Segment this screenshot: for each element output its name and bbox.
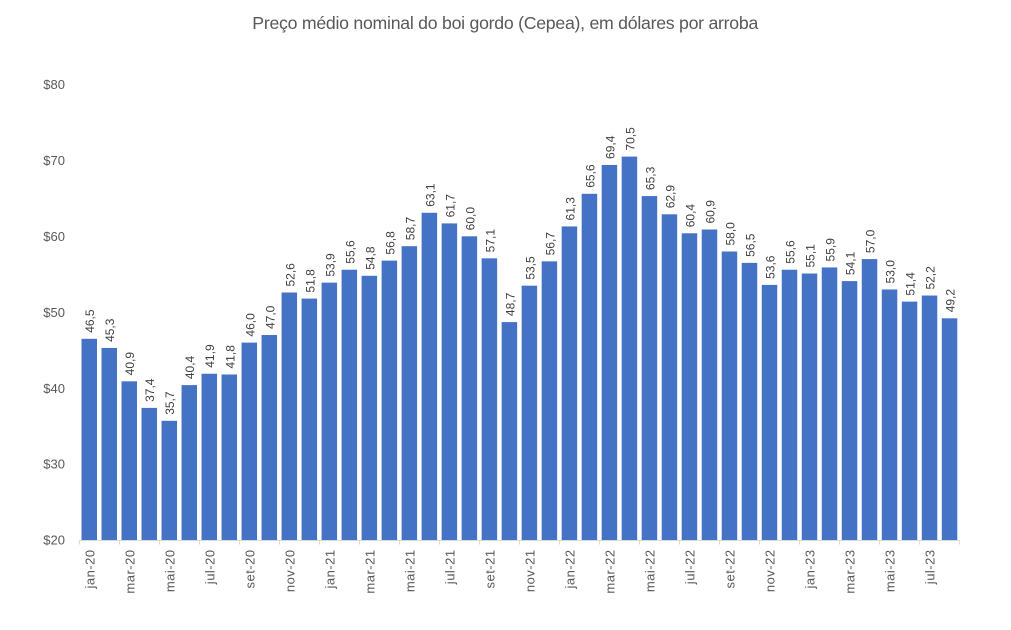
svg-text:57,1: 57,1 [483,229,497,253]
svg-text:mar-22: mar-22 [603,549,618,593]
svg-text:nov-20: nov-20 [282,549,297,592]
svg-text:40,9: 40,9 [123,352,137,376]
svg-text:mai-23: mai-23 [883,549,898,592]
svg-text:55,9: 55,9 [823,238,837,262]
svg-text:$80: $80 [43,77,65,92]
svg-text:60,0: 60,0 [463,207,477,231]
svg-text:mai-21: mai-21 [403,549,418,592]
svg-text:jan-21: jan-21 [322,549,337,589]
svg-text:mai-20: mai-20 [162,549,177,592]
svg-text:nov-22: nov-22 [763,549,778,592]
svg-text:mar-20: mar-20 [122,549,137,593]
svg-text:jul-20: jul-20 [202,549,217,585]
svg-text:jan-20: jan-20 [82,549,97,589]
svg-text:60,4: 60,4 [683,204,697,228]
svg-text:54,8: 54,8 [363,246,377,270]
svg-text:60,9: 60,9 [703,200,717,224]
svg-text:37,4: 37,4 [143,378,157,402]
svg-text:63,1: 63,1 [423,183,437,207]
svg-text:51,4: 51,4 [903,272,917,296]
svg-text:jul-23: jul-23 [923,549,938,585]
svg-text:35,7: 35,7 [163,391,177,415]
svg-text:61,7: 61,7 [443,194,457,218]
svg-text:mar-23: mar-23 [843,549,858,593]
svg-text:46,5: 46,5 [83,309,97,333]
svg-text:53,0: 53,0 [883,260,897,284]
svg-text:40,4: 40,4 [183,355,197,379]
svg-text:47,0: 47,0 [263,305,277,329]
svg-text:49,2: 49,2 [944,289,958,313]
svg-text:58,7: 58,7 [403,217,417,241]
svg-text:set-22: set-22 [723,549,738,588]
svg-text:56,5: 56,5 [743,233,757,257]
svg-text:53,5: 53,5 [523,256,537,280]
svg-text:46,0: 46,0 [243,313,257,337]
svg-text:$70: $70 [43,153,65,168]
svg-text:mai-22: mai-22 [643,549,658,592]
svg-text:Preço médio nominal do boi gor: Preço médio nominal do boi gordo (Cepea)… [252,13,758,33]
svg-text:$40: $40 [43,381,65,396]
svg-text:jul-22: jul-22 [683,549,698,585]
svg-text:56,8: 56,8 [383,231,397,255]
svg-text:51,8: 51,8 [303,269,317,293]
svg-text:65,3: 65,3 [643,166,657,190]
svg-text:$30: $30 [43,457,65,472]
svg-text:nov-21: nov-21 [523,549,538,592]
svg-text:55,1: 55,1 [803,244,817,268]
svg-text:$60: $60 [43,229,65,244]
svg-text:set-20: set-20 [242,549,257,588]
svg-text:jan-23: jan-23 [803,549,818,589]
svg-text:57,0: 57,0 [863,229,877,253]
svg-text:set-21: set-21 [483,549,498,588]
svg-text:48,7: 48,7 [503,292,517,316]
svg-text:58,0: 58,0 [723,222,737,246]
svg-text:65,6: 65,6 [583,164,597,188]
svg-text:41,8: 41,8 [223,345,237,369]
svg-text:52,2: 52,2 [923,266,937,290]
svg-text:56,7: 56,7 [543,232,557,256]
svg-text:54,1: 54,1 [843,251,857,275]
svg-text:jan-22: jan-22 [563,549,578,589]
svg-text:55,6: 55,6 [343,240,357,264]
svg-text:53,9: 53,9 [323,253,337,277]
svg-text:70,5: 70,5 [623,127,637,151]
svg-text:$50: $50 [43,305,65,320]
svg-text:61,3: 61,3 [563,197,577,221]
svg-text:$20: $20 [43,533,65,548]
svg-text:mar-21: mar-21 [363,549,378,593]
svg-text:52,6: 52,6 [283,263,297,287]
svg-text:55,6: 55,6 [783,240,797,264]
svg-text:41,9: 41,9 [203,344,217,368]
svg-text:62,9: 62,9 [663,185,677,209]
svg-text:69,4: 69,4 [603,135,617,159]
svg-text:53,6: 53,6 [763,255,777,279]
svg-text:jul-21: jul-21 [443,549,458,585]
svg-text:45,3: 45,3 [103,318,117,342]
